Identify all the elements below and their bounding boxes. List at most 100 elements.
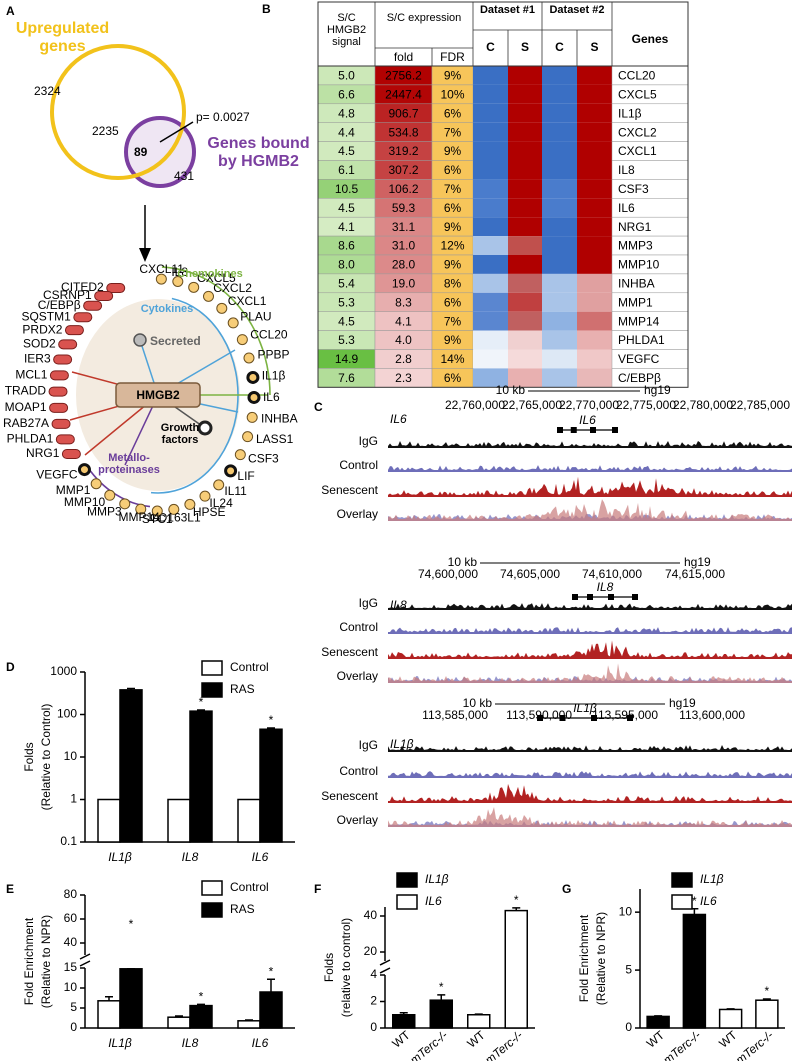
error-bar <box>267 727 275 730</box>
legend-label: IL1β <box>700 872 724 886</box>
gene-label: CXCL11 <box>139 262 184 276</box>
gene-label: NRG1 <box>26 446 60 460</box>
fdr-text: 12% <box>440 239 464 253</box>
gene-label: CITED2 <box>61 280 104 294</box>
coord-label: 22,780,000 <box>673 398 733 412</box>
heat-cell <box>473 198 508 218</box>
significance-marker: * <box>129 917 134 931</box>
y-axis-title: Folds <box>322 953 336 982</box>
fdr-text: 6% <box>444 163 462 177</box>
heat-cell <box>542 273 577 293</box>
axis-break <box>79 953 91 967</box>
coord-label: 74,600,000 <box>418 567 478 581</box>
exon <box>559 715 566 721</box>
secreted-node <box>133 333 147 347</box>
significance-marker: * <box>199 990 204 1004</box>
gene-text: CXCL2 <box>618 125 657 139</box>
fold-text: 31.0 <box>392 239 416 253</box>
error-bar <box>197 1003 205 1006</box>
fold-text: 2756.2 <box>385 69 422 83</box>
track-signal <box>388 663 792 683</box>
x-tick-label: mTerc-/- <box>407 1028 450 1061</box>
heat-cell <box>577 292 612 312</box>
gene-label: PRDX2 <box>22 322 62 336</box>
track-signal <box>388 465 792 472</box>
y-axis-title: (relative to control) <box>339 918 353 1017</box>
y-tick-label: 10 <box>619 904 633 918</box>
x-tick-label: IL1β <box>108 850 132 864</box>
fold-text: 906.7 <box>388 106 418 120</box>
track-signal <box>388 640 792 659</box>
coord-label: 113,600,000 <box>679 708 745 722</box>
gene-node <box>77 463 91 477</box>
header-cell: C <box>555 40 564 54</box>
panel-label: G <box>562 882 571 896</box>
heat-cell <box>508 66 542 85</box>
center-label: HMGB2 <box>136 388 180 402</box>
heat-cell <box>577 273 612 293</box>
axis-break <box>379 959 391 974</box>
bar <box>682 913 707 1029</box>
bar <box>119 689 143 843</box>
gene-text: CXCL1 <box>618 144 657 158</box>
gene-model-label: IL1β <box>573 701 597 715</box>
gene-text: IL8 <box>618 163 635 177</box>
y-tick-label: 10 <box>64 980 78 994</box>
panel-label: F <box>314 882 321 896</box>
gene-label: IL8 <box>171 265 188 279</box>
error-bar <box>127 687 135 690</box>
gene-pill <box>73 312 93 323</box>
x-tick-label: WT <box>389 1028 413 1051</box>
y-tick-label: 0.1 <box>60 834 77 848</box>
coord-label: 22,760,000 <box>445 398 505 412</box>
heat-cell <box>577 103 612 123</box>
heat-cell <box>542 236 577 255</box>
gene-node <box>172 275 184 287</box>
y-tick-label: 80 <box>64 887 78 901</box>
legend-swatch <box>201 902 223 918</box>
gene-label: MMP1 <box>56 483 91 497</box>
header-cell: S/C expression <box>386 12 462 24</box>
signal-text: 5.0 <box>338 69 355 83</box>
venn-set-b-label: Genes bound by HGMB2 <box>207 135 310 170</box>
heat-cell <box>577 179 612 199</box>
gene-label: CSF3 <box>248 451 279 465</box>
heat-cell <box>473 179 508 199</box>
bar <box>189 710 213 843</box>
fdr-text: 9% <box>444 144 462 158</box>
gene-text: C/EBPβ <box>618 371 661 385</box>
track-signal <box>388 771 792 778</box>
y-axis-title: (Relative to NPR) <box>594 912 608 1005</box>
chemokine-label: Chemokines <box>177 268 243 280</box>
gene-text: MMP3 <box>618 239 653 253</box>
gene-text: CCL20 <box>618 69 656 83</box>
heat-cell <box>508 368 542 388</box>
bar <box>167 1016 191 1029</box>
header-cell: FDR <box>440 50 465 64</box>
gene-label: LASS1 <box>256 432 294 446</box>
y-axis-title: (Relative to NPR) <box>39 915 53 1008</box>
legend-swatch <box>671 872 693 888</box>
error-bar <box>474 1013 483 1015</box>
gene-text: MMP10 <box>618 258 660 272</box>
heat-cell <box>542 311 577 331</box>
heat-cell <box>508 236 542 255</box>
fold-text: 19.0 <box>392 277 416 291</box>
gene-pill <box>94 290 114 301</box>
gene-pill <box>49 402 69 413</box>
gene-node <box>213 479 225 491</box>
y-tick-label: 4 <box>370 967 377 981</box>
fdr-text: 8% <box>444 277 462 291</box>
gene-pill <box>61 449 81 459</box>
gene-node <box>168 503 180 515</box>
heat-cell <box>508 217 542 237</box>
heat-cell <box>508 103 542 123</box>
heat-cell <box>577 84 612 104</box>
y-tick-label: 0 <box>625 1020 632 1034</box>
gene-label: IER3 <box>24 352 51 366</box>
track-label: IgG <box>359 738 378 752</box>
y-tick-label: 0 <box>370 1020 377 1034</box>
gene-node <box>184 498 196 510</box>
gene-label: IL24 <box>209 496 233 510</box>
bar <box>97 798 121 843</box>
